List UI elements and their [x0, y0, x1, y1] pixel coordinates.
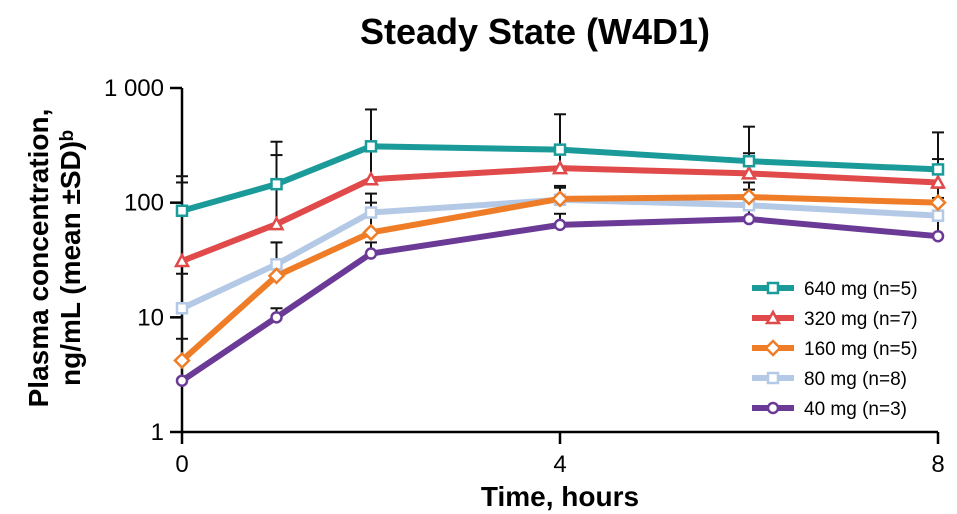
data-point — [551, 190, 569, 208]
series-lines — [179, 143, 941, 384]
x-axis-title: Time, hours — [481, 481, 639, 512]
data-point — [553, 218, 567, 232]
data-point — [742, 154, 756, 168]
legend: 640 mg (n=5) 320 mg (n=7) 160 mg (n=5) 80 m… — [752, 279, 918, 420]
y-axis-title-line2: ng/mL (mean ±SD)ᵇ — [55, 130, 86, 386]
x-tick-label: 0 — [175, 451, 188, 478]
data-point — [267, 267, 286, 285]
data-point — [931, 209, 945, 222]
legend-marker — [766, 401, 780, 415]
y-tick-label: 100 — [124, 190, 164, 217]
data-point — [364, 206, 378, 219]
data-point — [553, 143, 567, 156]
data-point — [931, 229, 945, 243]
axes: 1 10 100 1 000 0 4 8 — [104, 75, 945, 478]
data-point — [929, 193, 947, 212]
data-point — [929, 173, 947, 189]
data-point — [740, 188, 758, 206]
data-point — [364, 247, 378, 260]
y-tick-label: 10 — [137, 304, 164, 331]
series-line — [179, 194, 941, 364]
data-point — [551, 159, 569, 175]
data-point — [740, 164, 758, 180]
series-markers — [173, 140, 947, 387]
data-point — [173, 252, 191, 268]
x-tick-label: 4 — [553, 451, 566, 478]
legend-label: 40 mg (n=3) — [804, 399, 907, 420]
x-tick-label: 8 — [931, 451, 944, 478]
data-point — [362, 170, 380, 186]
legend-marker — [766, 371, 780, 385]
data-point — [268, 215, 285, 231]
series-line — [179, 143, 941, 214]
data-point — [175, 302, 189, 315]
data-point — [270, 311, 283, 324]
data-point — [931, 163, 945, 176]
legend-marker — [764, 309, 782, 325]
y-tick-label: 1 000 — [104, 75, 164, 102]
y-tick-label: 1 — [151, 419, 164, 446]
legend-marker — [764, 339, 782, 357]
data-point — [364, 140, 378, 153]
legend-label: 80 mg (n=8) — [804, 369, 907, 390]
data-point — [742, 212, 756, 226]
data-point — [362, 223, 380, 242]
data-point — [175, 374, 189, 387]
data-point — [175, 204, 189, 218]
series-line — [179, 165, 941, 264]
series-line — [179, 196, 941, 312]
legend-label: 160 mg (n=5) — [804, 339, 918, 360]
legend-label: 640 mg (n=5) — [804, 279, 918, 300]
y-axis-title-line1: Plasma concentration, — [23, 109, 54, 408]
y-axis-title: Plasma concentration, ng/mL (mean ±SD)ᵇ — [23, 109, 86, 408]
data-point — [173, 351, 191, 370]
chart-title: Steady State (W4D1) — [360, 11, 710, 52]
legend-marker — [766, 281, 780, 295]
series-line — [179, 216, 941, 384]
data-point — [270, 177, 283, 191]
legend-label: 320 mg (n=7) — [804, 309, 918, 330]
